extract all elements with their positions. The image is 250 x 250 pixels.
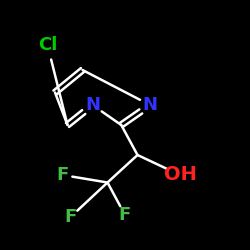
Text: F: F bbox=[64, 208, 76, 226]
Text: OH: OH bbox=[164, 166, 196, 184]
Text: Cl: Cl bbox=[38, 36, 57, 54]
Text: N: N bbox=[142, 96, 158, 114]
Text: F: F bbox=[56, 166, 68, 184]
Text: N: N bbox=[85, 96, 100, 114]
Text: F: F bbox=[119, 206, 131, 224]
